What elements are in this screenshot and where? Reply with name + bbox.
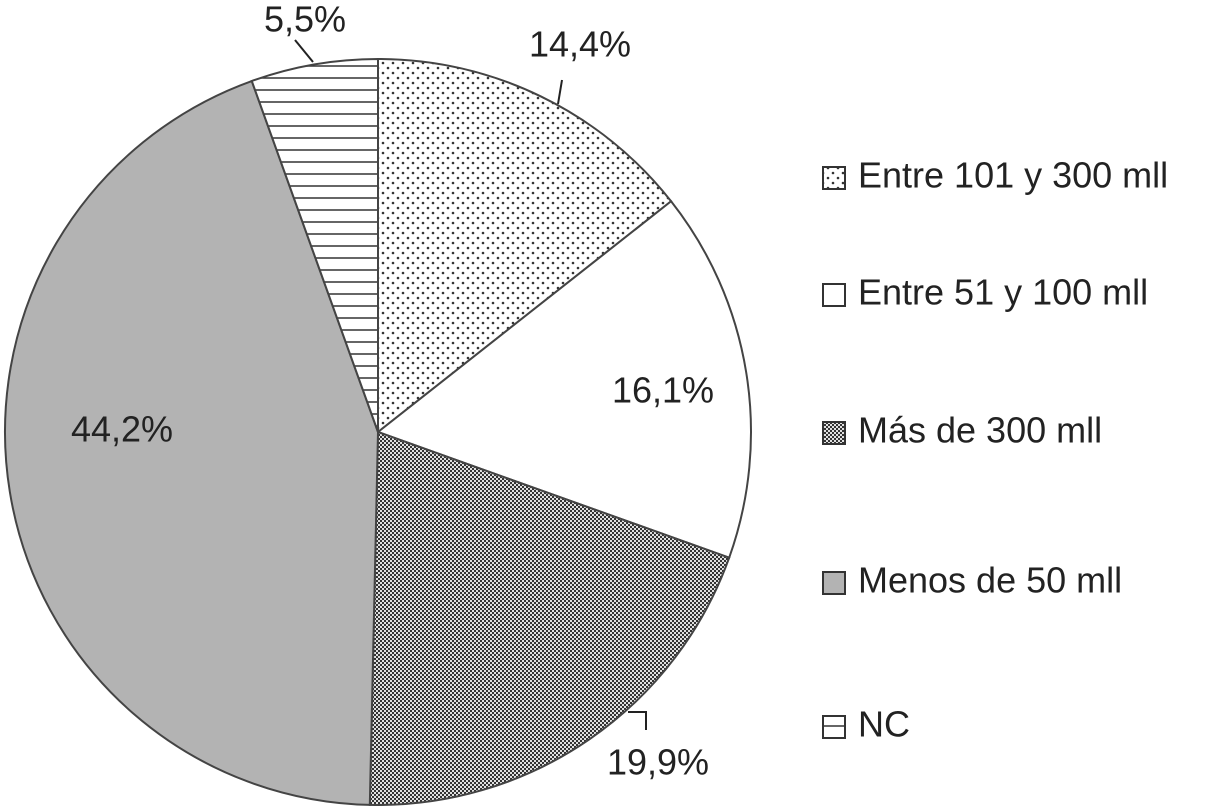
leader-line	[294, 39, 314, 63]
leader-line	[557, 79, 563, 105]
legend-label: Entre 101 y 300 mll	[858, 155, 1168, 196]
pie-slice	[375, 199, 752, 559]
pie-slice	[368, 430, 731, 806]
value-label: 16,1%	[612, 370, 714, 411]
value-label: 44,2%	[71, 409, 173, 450]
leader-line	[628, 711, 647, 730]
pie-slice	[377, 57, 673, 435]
legend-swatch	[822, 166, 846, 190]
legend-label: Entre 51 y 100 mll	[858, 272, 1148, 313]
value-label: 14,4%	[529, 24, 631, 65]
legend-swatch	[822, 283, 846, 307]
legend-label: Menos de 50 mll	[858, 560, 1122, 601]
legend-label: Más de 300 mll	[858, 410, 1102, 451]
legend-swatch	[822, 715, 846, 739]
legend-label: NC	[858, 704, 910, 745]
legend-swatch	[822, 421, 846, 445]
legend-swatch	[822, 571, 846, 595]
value-label: 5,5%	[264, 0, 346, 40]
pie-slice	[250, 57, 379, 433]
pie-slice	[4, 79, 380, 806]
value-label: 19,9%	[607, 742, 709, 783]
